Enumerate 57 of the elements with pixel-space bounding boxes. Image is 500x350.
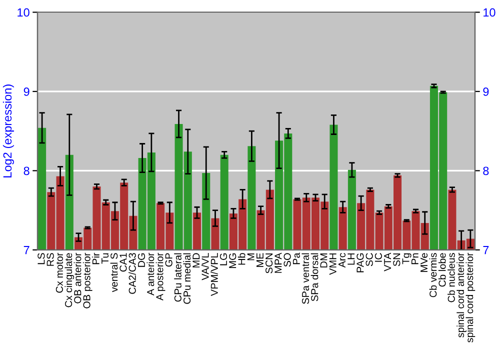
x-tick-label: SN (393, 253, 400, 266)
x-tick-label: ventral S (110, 253, 118, 292)
x-tick-label: IC (374, 253, 382, 262)
x-tick-label: VPM/VPL (210, 253, 218, 296)
x-tick-label: spinal cord posterior (466, 252, 476, 342)
x-tick-label: LG (220, 253, 228, 266)
y2-tick-label: 7 (483, 246, 489, 254)
x-tick-label: ME (256, 253, 264, 267)
x-tick-label: MD (192, 253, 200, 268)
y-tick-label: 7 (24, 246, 30, 254)
x-tick-label: Pir (92, 252, 100, 264)
x-tick-label: M (247, 254, 254, 260)
x-tick-label: Cx motor (56, 252, 63, 293)
x-tick-label: Hb (238, 253, 246, 265)
x-tick-label: MG (229, 253, 236, 268)
x-tick-label: CPu medial (183, 253, 191, 304)
x-tick-label: Arc (338, 252, 346, 268)
x-tick-label: VTA (384, 252, 391, 272)
x-tick-label: DG (138, 253, 145, 267)
y-tick-label: 9 (24, 88, 30, 96)
y2-tick-label: 9 (483, 88, 489, 96)
x-tick-label: SCN (266, 253, 273, 274)
y2-tick-label: 10 (484, 8, 496, 17)
x-tick-label: LH (348, 253, 355, 265)
x-tick-label: Tu (102, 253, 109, 264)
x-tick-label: CPu lateral (174, 253, 182, 302)
y2-tick-label: 8 (483, 166, 489, 176)
x-tick-label: Pa (292, 252, 300, 264)
x-tick-label: CA2/CA3 (128, 253, 136, 294)
x-tick-label: Cb nucleus (448, 253, 455, 302)
x-tick-label: VMH (329, 253, 336, 275)
y-axis-title: Log2 (expression) (2, 84, 14, 178)
x-tick-label: A anterior (146, 252, 154, 296)
x-tick-label: SPa dorsal (310, 253, 318, 302)
x-tick-label: DM (320, 254, 328, 268)
x-tick-label: CA1 (120, 253, 127, 272)
x-tick-label: SPa ventral (302, 253, 310, 304)
x-tick-label: RS (46, 253, 54, 266)
x-tick-label: OB posterior (82, 252, 92, 308)
x-tick-label: MVe (420, 253, 428, 272)
x-tick-label: SO (284, 253, 291, 267)
y-tick-label: 10 (18, 8, 30, 17)
x-tick-label: GP (165, 253, 172, 267)
x-tick-label: OB anterior (74, 252, 82, 304)
x-tick-label: spinal cord anterior (456, 252, 466, 338)
x-tick-label: Pn (411, 253, 418, 264)
y-tick-label: 8 (24, 166, 30, 176)
x-tick-label: PAG (356, 253, 364, 272)
x-tick-label: LS (38, 253, 45, 264)
x-tick-label: Cx cingulate (64, 253, 74, 308)
x-tick-label: Cb vermis (429, 253, 437, 298)
x-tick-label: VA/VL (201, 253, 209, 280)
x-tick-label: MPA (274, 252, 282, 273)
x-tick-label: SC (366, 253, 373, 266)
x-tick-label: A posterior (156, 252, 166, 300)
x-tick-label: Cb lobe (438, 253, 446, 287)
x-tick-label: Tg (402, 253, 412, 264)
